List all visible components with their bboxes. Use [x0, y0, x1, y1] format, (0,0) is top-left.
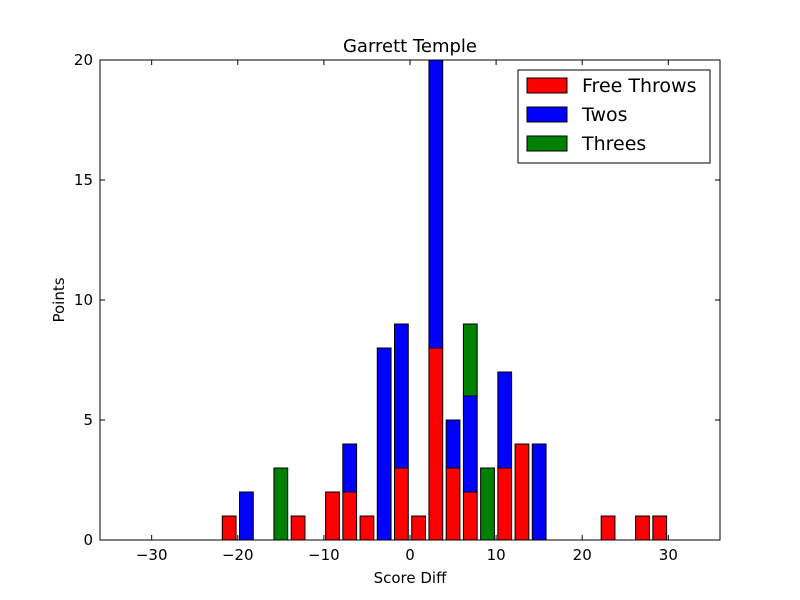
x-tick-label: 0 — [405, 546, 415, 564]
x-tick-label: 10 — [487, 546, 506, 564]
bar-threes — [462, 323, 478, 397]
bar-free-throws — [325, 491, 340, 541]
legend-swatch-twos — [526, 106, 568, 123]
y-tick-label: 15 — [74, 171, 93, 189]
y-tick-label: 5 — [83, 411, 93, 429]
bar-free-throws — [652, 515, 668, 541]
x-tick-label: 20 — [573, 546, 592, 564]
legend-label-threes: Threes — [581, 133, 646, 155]
bar-free-throws — [359, 515, 375, 541]
bar-twos — [531, 443, 547, 541]
bar-free-throws — [394, 467, 409, 541]
legend-label-free-throws: Free Throws — [582, 75, 696, 97]
bar-free-throws — [497, 467, 513, 541]
bar-twos — [445, 419, 461, 469]
bar-twos — [428, 59, 444, 349]
bar-free-throws — [445, 467, 461, 541]
bar-threes — [273, 467, 289, 541]
bar-threes — [480, 467, 495, 541]
y-tick-label: 10 — [74, 291, 93, 309]
bar-free-throws — [462, 491, 478, 541]
y-tick-label: 20 — [74, 51, 93, 69]
chart-title: Garrett Temple — [343, 36, 477, 57]
bar-twos — [376, 347, 392, 541]
legend-swatch-threes — [526, 135, 568, 152]
x-tick-label: −20 — [222, 546, 254, 564]
legend-swatch-free-throws — [526, 77, 568, 94]
bar-twos — [342, 443, 358, 493]
bar-free-throws — [290, 515, 306, 541]
bar-free-throws — [342, 491, 358, 541]
y-axis-label: Points — [50, 277, 68, 322]
bar-twos — [462, 395, 478, 493]
legend: Free Throws Twos Threes — [517, 69, 711, 164]
bar-twos — [239, 491, 254, 541]
x-tick-label: 30 — [659, 546, 678, 564]
bar-free-throws — [635, 515, 650, 541]
y-tick-label: 0 — [83, 531, 93, 549]
x-tick-label: −10 — [308, 546, 340, 564]
bar-twos — [497, 371, 513, 469]
legend-label-twos: Twos — [581, 104, 628, 126]
bar-free-throws — [411, 515, 427, 541]
x-tick-label: −30 — [136, 546, 168, 564]
bar-free-throws — [600, 515, 616, 541]
x-axis-label: Score Diff — [374, 569, 447, 587]
bars-layer — [221, 59, 668, 541]
bar-twos — [394, 323, 409, 469]
bar-free-throws — [221, 515, 237, 541]
bar-free-throws — [514, 443, 530, 541]
ticks-layer: −30 −20 −10 0 10 20 30 0 5 10 15 20 — [74, 51, 720, 564]
bar-free-throws — [428, 347, 444, 541]
